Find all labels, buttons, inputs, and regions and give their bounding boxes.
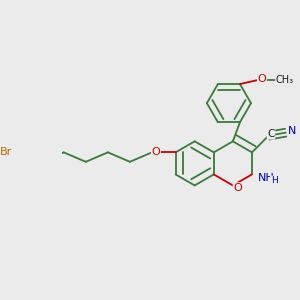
Text: O: O	[152, 147, 160, 158]
Text: O: O	[233, 183, 242, 193]
Text: CH₃: CH₃	[276, 75, 294, 85]
Text: H: H	[271, 176, 278, 185]
Text: N: N	[288, 126, 296, 136]
Text: NH: NH	[258, 173, 274, 183]
Text: C: C	[267, 129, 275, 139]
Text: O: O	[258, 74, 266, 84]
Text: Br: Br	[0, 147, 12, 158]
